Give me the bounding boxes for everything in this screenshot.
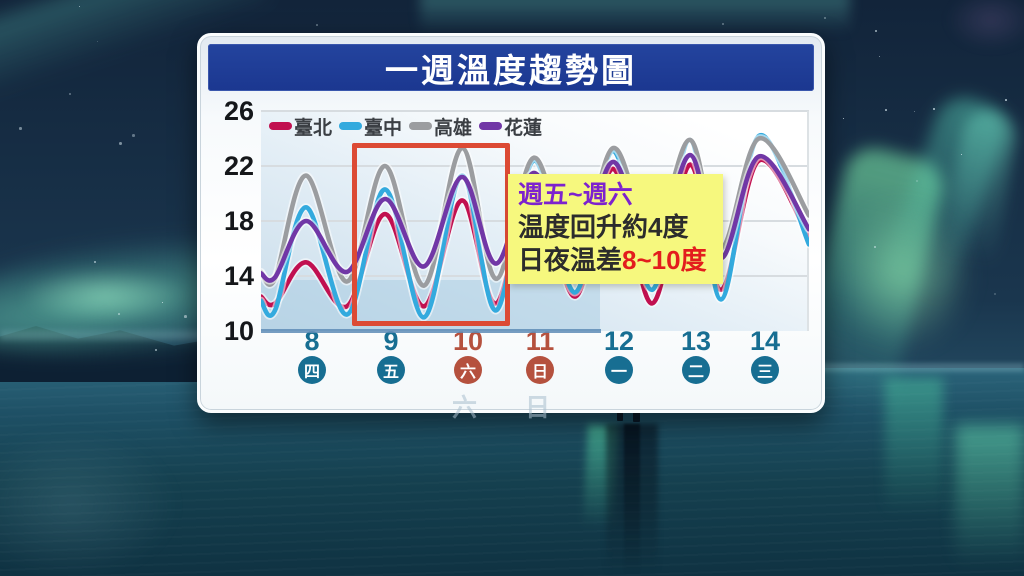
legend-swatch <box>409 122 433 130</box>
star <box>914 111 915 112</box>
y-axis-label: 22 <box>223 151 254 181</box>
annotation-heading: 週五~週六 <box>518 181 633 209</box>
gridline <box>261 165 809 167</box>
people-reflection-dark <box>624 424 640 574</box>
aurora-curtain-right-3 <box>937 106 1021 284</box>
legend-item: 花蓮 <box>479 113 542 140</box>
star <box>885 109 887 111</box>
x-axis-date-label: 12 <box>603 326 635 356</box>
x-axis-date-label: 13 <box>680 326 712 356</box>
star <box>879 56 880 57</box>
star <box>162 302 163 303</box>
weekday-badge-label: 三 <box>756 364 773 381</box>
fri-sat-highlight-box <box>352 143 510 326</box>
legend-label: 高雄 <box>434 117 473 139</box>
weekday-badge: 二 <box>682 356 710 384</box>
annotation-line3-emphasis: 8~10度 <box>622 245 707 275</box>
y-axis-label: 18 <box>223 206 254 236</box>
weekday-badge: 一 <box>605 356 633 384</box>
star <box>184 315 187 318</box>
star <box>97 41 99 43</box>
aurora-patch-right <box>832 200 972 350</box>
annotation-box: 週五~週六 温度回升約4度 日夜温差8~10度 <box>508 174 723 284</box>
aurora-spot-left <box>20 268 190 323</box>
panel-title: 一週溫度趨勢圖 <box>385 51 637 89</box>
star <box>1005 99 1007 101</box>
star <box>155 349 158 352</box>
star <box>874 246 877 249</box>
aurora-glow-topright <box>946 0 1024 50</box>
star <box>118 313 120 315</box>
weekday-badge: 六 <box>454 356 482 384</box>
annotation-line3-text: 日夜温差 <box>518 245 623 275</box>
y-axis-label: 14 <box>223 261 254 291</box>
star <box>722 23 724 25</box>
ghost-weekday-label: 日 <box>525 394 551 422</box>
star <box>824 17 827 20</box>
star <box>132 134 135 137</box>
star <box>69 93 72 96</box>
weekday-badge-label: 一 <box>610 364 627 381</box>
annotation-line3: 日夜温差8~10度 <box>518 244 713 277</box>
legend-swatch <box>339 122 363 130</box>
star <box>316 24 318 26</box>
panel-title-bar: 一週溫度趨勢圖 <box>208 44 814 91</box>
legend-item: 高雄 <box>409 113 472 140</box>
ghost-weekday-label: 六 <box>452 394 478 422</box>
star <box>79 6 81 8</box>
star <box>961 154 962 155</box>
star <box>994 293 997 296</box>
legend-swatch <box>269 122 292 130</box>
star <box>875 30 878 33</box>
plot-right-border <box>807 111 809 331</box>
weekday-badge: 三 <box>751 356 779 384</box>
weekday-badge: 日 <box>526 356 554 384</box>
star <box>933 108 935 110</box>
weekday-badge-label: 六 <box>459 364 476 381</box>
legend-label: 臺中 <box>364 117 403 139</box>
star <box>916 180 919 183</box>
legend-item: 臺北 <box>269 113 332 140</box>
weekday-badge: 五 <box>377 356 405 384</box>
star <box>119 142 122 145</box>
star <box>94 261 97 264</box>
legend-label: 臺北 <box>294 117 333 139</box>
x-axis-line <box>261 329 601 333</box>
weekday-badge-label: 二 <box>687 364 704 381</box>
legend-item: 臺中 <box>339 113 402 140</box>
gridline <box>261 110 809 112</box>
weekday-badge-label: 五 <box>382 364 399 381</box>
chart-legend: 臺北 臺中 高雄 花蓮 <box>269 113 549 140</box>
y-axis-label: 10 <box>223 316 254 346</box>
weekday-badge-label: 四 <box>303 364 320 381</box>
legend-label: 花蓮 <box>504 117 543 139</box>
legend-swatch <box>479 122 503 130</box>
star <box>19 127 22 130</box>
weekday-badge-label: 日 <box>531 364 548 381</box>
annotation-line2: 温度回升約4度 <box>518 212 689 242</box>
y-axis-label: 26 <box>223 96 254 126</box>
star <box>843 118 844 119</box>
weekday-badge: 四 <box>298 356 326 384</box>
aurora-curtain-right-2 <box>867 89 1015 331</box>
x-axis-date-label: 14 <box>749 326 781 356</box>
